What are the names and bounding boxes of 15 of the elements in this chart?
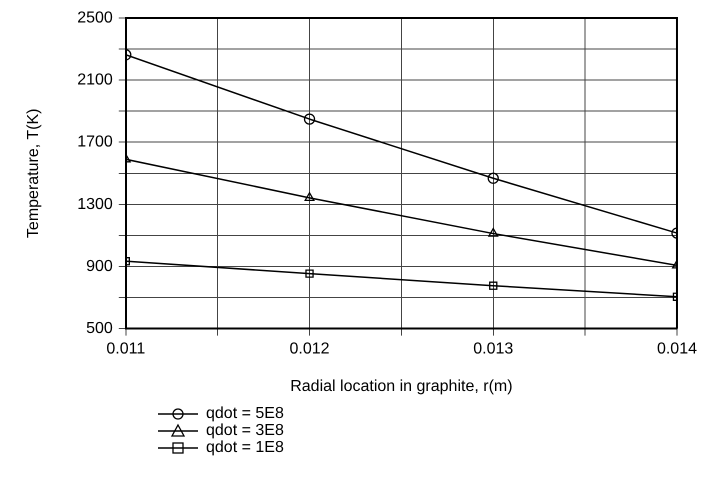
y-tick-label: 500 bbox=[86, 320, 113, 338]
legend-label: qdot = 5E8 bbox=[206, 405, 284, 422]
legend-label: qdot = 3E8 bbox=[206, 422, 284, 439]
x-tick-label: 0.013 bbox=[473, 340, 514, 358]
x-tick-label: 0.014 bbox=[656, 340, 698, 358]
x-tick-label: 0.011 bbox=[106, 340, 146, 358]
x-tick-label: 0.012 bbox=[290, 340, 330, 358]
y-tick-label: 1300 bbox=[77, 196, 113, 213]
y-tick-label: 2500 bbox=[77, 9, 113, 26]
y-axis-title: Temperature, T(K) bbox=[25, 108, 42, 238]
x-axis-title: Radial location in graphite, r(m) bbox=[290, 378, 513, 395]
legend-label: qdot = 1E8 bbox=[206, 439, 284, 456]
y-tick-label: 900 bbox=[86, 258, 113, 275]
y-tick-label: 1700 bbox=[77, 134, 113, 151]
y-tick-label: 2100 bbox=[77, 72, 113, 89]
